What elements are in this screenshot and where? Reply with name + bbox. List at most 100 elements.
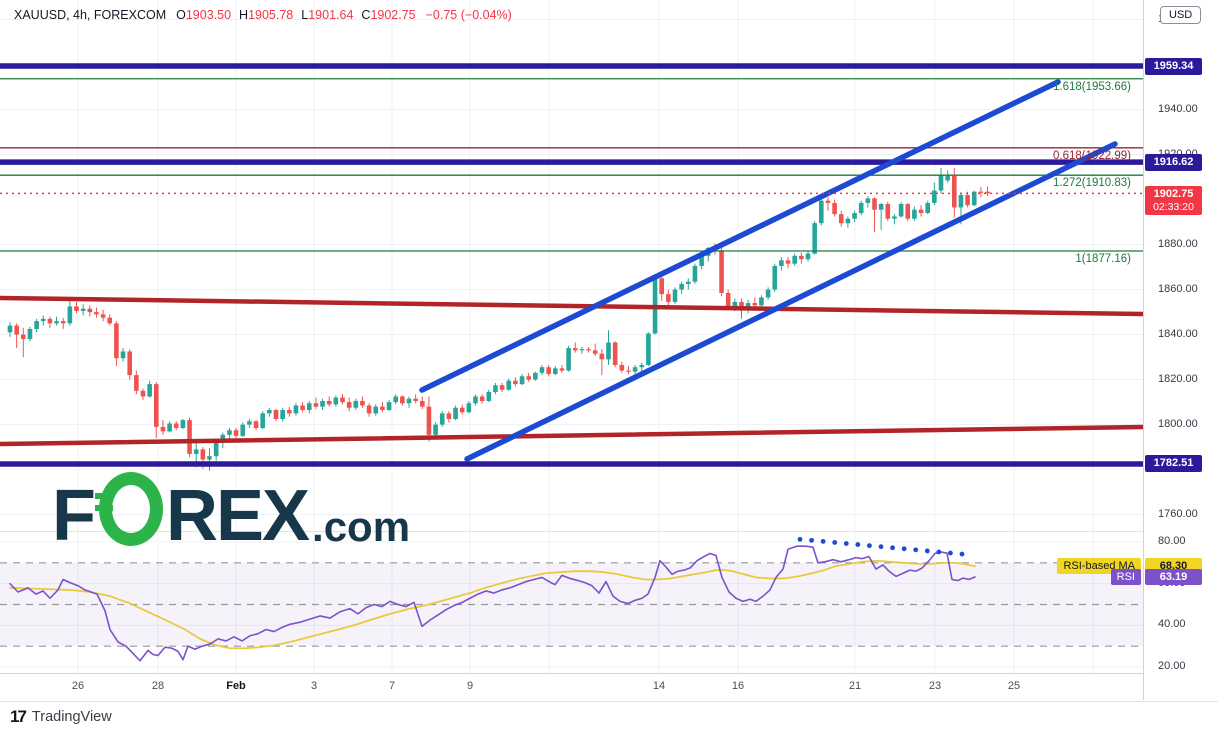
time-tick-label: 16 xyxy=(731,680,745,692)
red-trendline[interactable] xyxy=(0,424,1146,447)
candle xyxy=(725,292,731,307)
candle xyxy=(679,283,684,290)
candle xyxy=(872,198,877,210)
red-trendline[interactable] xyxy=(0,295,1146,317)
candle xyxy=(60,321,66,324)
candle xyxy=(154,384,159,427)
candle xyxy=(87,308,93,313)
candle xyxy=(533,372,538,380)
candle xyxy=(393,396,398,403)
candle xyxy=(932,190,937,203)
candle xyxy=(360,400,365,406)
candle xyxy=(765,289,771,298)
candle xyxy=(267,409,272,414)
high-value: 1905.78 xyxy=(248,8,294,22)
candle xyxy=(732,301,738,307)
candle xyxy=(493,385,498,392)
candle xyxy=(34,321,39,329)
rsi-band xyxy=(0,562,1143,647)
candle xyxy=(353,400,359,408)
candle xyxy=(885,204,891,219)
candle xyxy=(273,409,279,419)
rsi-ma-line[interactable] xyxy=(9,559,976,650)
candle xyxy=(905,204,911,219)
candle xyxy=(612,342,618,365)
candle xyxy=(586,349,591,351)
candle xyxy=(406,398,412,404)
time-tick-label: 9 xyxy=(466,680,474,692)
watermark-rex: REX xyxy=(165,476,310,556)
channel-trendline[interactable] xyxy=(464,141,1118,462)
candle xyxy=(699,255,704,266)
tradingview-logo[interactable]: 17 TradingView xyxy=(10,707,112,727)
candle xyxy=(14,325,19,335)
candle xyxy=(67,306,73,324)
tradingview-label: TradingView xyxy=(31,709,112,725)
time-axis[interactable]: 26 28 Feb 3 7 9 14 16 21 23 25 xyxy=(0,673,1143,701)
fib-level-label: 1(1877.16) xyxy=(1075,252,1131,265)
candle xyxy=(313,403,319,407)
candle xyxy=(759,297,764,306)
horizontal-levels xyxy=(0,63,1143,467)
candle xyxy=(433,424,438,435)
price-tick-label: 1820.00 xyxy=(1158,372,1198,385)
price-tick-label: 1800.00 xyxy=(1158,417,1198,430)
candle xyxy=(719,250,724,293)
candle xyxy=(479,396,485,401)
rsi-line[interactable] xyxy=(9,545,976,662)
time-tick-label: 7 xyxy=(388,680,396,692)
candle xyxy=(147,384,152,397)
candle xyxy=(792,255,797,264)
candle xyxy=(213,441,219,457)
rsi-tick-label: 80.00 xyxy=(1158,535,1186,547)
pane-separator[interactable] xyxy=(0,531,1143,532)
candle xyxy=(686,281,691,284)
candle xyxy=(114,323,119,359)
candle xyxy=(779,260,784,266)
channel-trendline[interactable] xyxy=(419,79,1061,393)
candle xyxy=(27,328,33,340)
candle xyxy=(971,191,977,206)
symbol-title[interactable]: XAUUSD, 4h, FOREXCOM xyxy=(14,8,167,22)
price-tick-label: 1860.00 xyxy=(1158,282,1198,295)
candle xyxy=(952,175,957,208)
candle xyxy=(572,348,578,351)
candle xyxy=(240,424,246,436)
candle xyxy=(799,255,804,260)
price-tick-label: 1880.00 xyxy=(1158,237,1198,250)
candle xyxy=(772,265,778,290)
candle xyxy=(672,289,678,302)
open-value: 1903.50 xyxy=(185,8,232,22)
candle xyxy=(54,321,59,324)
candle xyxy=(692,265,698,282)
candle xyxy=(646,333,651,365)
candle xyxy=(832,202,837,215)
symbol-legend[interactable]: XAUUSD, 4h, FOREXCOM O1903.50 H1905.78 L190… xyxy=(14,8,512,22)
time-tick-label: 28 xyxy=(151,680,165,692)
currency-unit-button[interactable]: USD xyxy=(1160,6,1202,24)
price-tick-label: 1940.00 xyxy=(1158,102,1198,115)
candle xyxy=(220,434,226,442)
candle xyxy=(74,306,79,311)
candle xyxy=(666,294,671,302)
candle xyxy=(898,204,904,217)
candle xyxy=(253,421,259,429)
price-axis[interactable]: 1980.001940.001920.001880.001860.001840.… xyxy=(1143,0,1218,700)
candle xyxy=(606,342,611,360)
candle xyxy=(373,406,379,414)
candle xyxy=(326,400,332,405)
candle xyxy=(167,423,172,432)
price-tick-label: 1840.00 xyxy=(1158,327,1198,340)
candle xyxy=(619,364,625,371)
candle xyxy=(473,396,478,404)
rsi-dotted-trendline xyxy=(797,536,965,557)
time-tick-label: 26 xyxy=(71,680,85,692)
candle xyxy=(945,175,950,181)
candle xyxy=(892,216,897,219)
candle xyxy=(120,351,126,359)
candle xyxy=(21,334,26,340)
watermark-dotcom: .com xyxy=(312,503,411,550)
candle xyxy=(333,397,339,405)
